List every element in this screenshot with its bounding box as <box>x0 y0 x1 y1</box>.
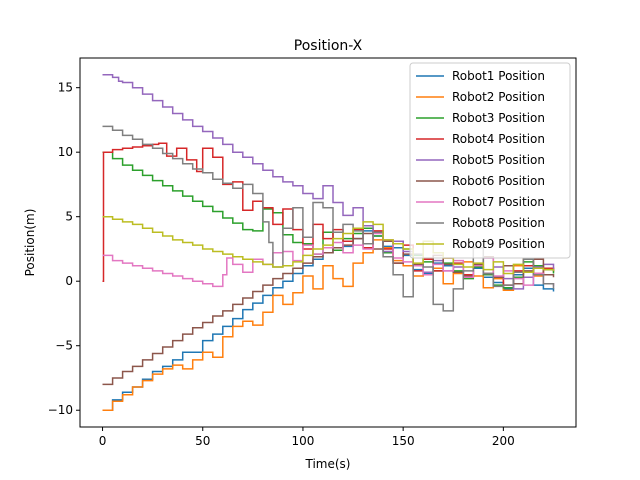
legend-box <box>409 62 571 259</box>
legend-entry: Robot4 Position <box>452 132 545 146</box>
legend: Robot1 Position Robot2 Position Robot3 Pos… <box>409 62 571 259</box>
y-axis: −10 −5 0 5 10 15 <box>48 81 80 417</box>
x-tick-label: 150 <box>392 434 415 448</box>
chart-title: Position-X <box>294 38 363 54</box>
legend-entry: Robot5 Position <box>452 153 545 167</box>
x-tick-label: 200 <box>492 434 515 448</box>
legend-entry: Robot7 Position <box>452 195 545 209</box>
y-tick-label: −5 <box>55 339 73 353</box>
series-line-robot2 <box>102 239 555 411</box>
series-line-robot7 <box>102 232 555 288</box>
y-tick-label: 10 <box>58 145 73 159</box>
y-axis-label: Position(m) <box>23 209 37 277</box>
x-tick-label: 0 <box>99 434 107 448</box>
x-axis-label: Time(s) <box>305 457 351 471</box>
legend-entry: Robot6 Position <box>452 174 545 188</box>
series-line-robot9 <box>102 215 555 275</box>
y-tick-label: 5 <box>65 210 73 224</box>
legend-entry: Robot9 Position <box>452 237 545 251</box>
y-tick-label: 0 <box>65 274 73 288</box>
y-tick-label: −10 <box>48 403 73 417</box>
legend-entry: Robot3 Position <box>452 111 545 125</box>
x-tick-label: 100 <box>291 434 314 448</box>
legend-entry: Robot8 Position <box>452 216 545 230</box>
legend-entry: Robot2 Position <box>452 90 545 104</box>
legend-entry: Robot1 Position <box>452 69 545 83</box>
plot-lines <box>102 74 555 411</box>
y-tick-label: 15 <box>58 81 73 95</box>
x-tick-label: 50 <box>195 434 210 448</box>
x-axis: 0 50 100 150 200 <box>99 427 515 448</box>
axes-frame <box>79 57 577 428</box>
